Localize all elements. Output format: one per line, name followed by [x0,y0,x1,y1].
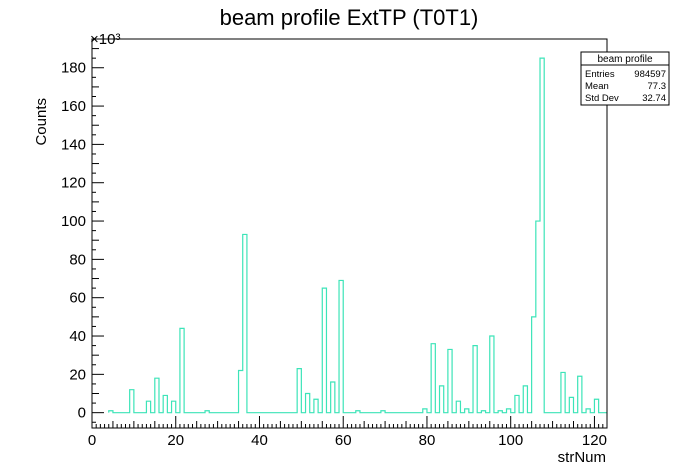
histogram-bin [322,288,326,413]
y-tick-label: 80 [69,251,86,268]
histogram-bin [172,401,176,412]
histogram-bin [431,344,435,413]
histogram-bin [481,411,485,413]
histogram-bin [331,382,335,413]
y-tick-label: 20 [69,366,86,383]
x-tick-label: 100 [498,432,523,449]
x-tick-label: 40 [251,432,268,449]
histogram-bin [536,221,540,413]
histogram-bin [356,411,360,413]
stats-entries-value: 984597 [634,69,666,80]
plot-area: 0 20 40 60 80 100 120 0 20 40 60 80 100 120 140 160 180 [61,38,608,449]
chart-title: beam profile ExtTP (T0T1) [220,5,479,30]
x-tick-label: 60 [335,432,352,449]
histogram-bin [490,336,494,413]
y-axis-label: Counts [33,98,50,146]
histogram-bin [314,399,318,412]
histogram-bin [109,411,113,413]
histogram-bin [155,378,159,412]
histogram-bin [381,411,385,413]
y-tick-label: 60 [69,290,86,307]
stats-box-title: beam profile [597,54,652,65]
histogram-bin [297,369,301,413]
x-tick-label: 20 [167,432,184,449]
y-tick-label: 140 [61,136,86,153]
y-tick-label: 180 [61,60,86,77]
histogram-bin [498,411,502,413]
plot-frame [91,38,608,429]
y-tick-label: 120 [61,175,86,192]
stats-mean-label: Mean [585,81,609,92]
histogram-bin [532,317,536,413]
y-tick-label: 100 [61,213,86,230]
histogram-bin [339,280,343,412]
histogram-bin [507,409,511,413]
histogram-bin [163,395,167,412]
histogram-bin [130,390,134,413]
histogram-bin [239,371,243,413]
histogram-bin [440,386,444,413]
histogram-bin [473,346,477,413]
histogram-bin [586,409,590,413]
y-tick-label: 40 [69,328,86,345]
histogram-bin [205,411,209,413]
histogram-bin [423,409,427,413]
histogram-bin [146,401,150,412]
stats-box-frame [580,51,670,106]
stats-mean-value: 77.3 [648,81,667,92]
stats-entries-label: Entries [585,69,615,80]
histogram-series-line [108,57,607,414]
stats-stddev-label: Std Dev [585,93,619,104]
histogram-bin [515,395,519,412]
histogram-bin [523,386,527,413]
histogram-bin [578,376,582,412]
histogram-bin [306,394,310,413]
histogram-bin [540,58,544,413]
x-tick-label: 0 [88,432,96,449]
histogram-bin [569,397,573,412]
x-axis-label: strNum [558,449,606,466]
histogram-bin [448,349,452,412]
x-tick-label: 120 [582,432,607,449]
histogram-bin [180,328,184,412]
histogram-bin [465,409,469,413]
histogram-bin [243,234,247,412]
y-tick-label: 0 [78,405,86,422]
x-tick-label: 80 [419,432,436,449]
stats-stddev-value: 32.74 [642,93,666,104]
histogram-bin [456,401,460,412]
histogram-bin [594,399,598,412]
histogram-bin [561,372,565,412]
stats-box: beam profile Entries 984597 Mean 77.3 St… [580,51,670,106]
y-tick-label: 160 [61,98,86,115]
